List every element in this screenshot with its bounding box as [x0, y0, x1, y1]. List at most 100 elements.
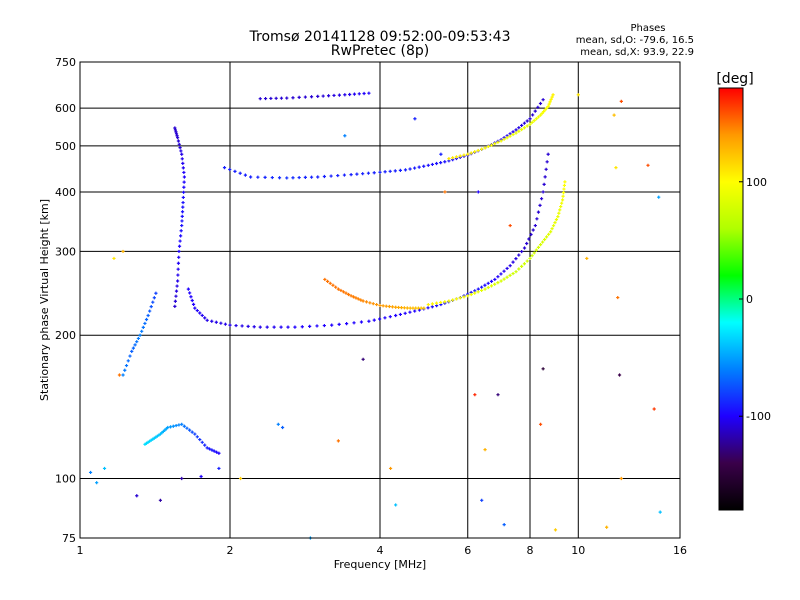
trace-point	[540, 111, 544, 115]
y-tick-label: 200	[55, 329, 76, 342]
y-tick-label: 100	[55, 473, 76, 486]
y-axis-ticks: 75 100 200 300 400 500 600 750	[55, 56, 76, 545]
trace-point	[174, 289, 179, 293]
trace-point	[517, 126, 521, 130]
trace-point	[210, 319, 214, 323]
trace-point	[371, 302, 375, 306]
trace-point	[180, 223, 184, 228]
trace-point	[217, 451, 221, 455]
trace-point	[152, 296, 156, 300]
scatter-point	[135, 494, 139, 498]
trace-point	[272, 325, 276, 329]
trace-point	[316, 94, 320, 99]
trace-point	[561, 194, 565, 198]
trace-point	[240, 324, 244, 328]
trace-point	[336, 173, 340, 178]
trace-point	[505, 266, 509, 271]
scatter-point	[646, 163, 650, 167]
colorbar-ticks: 100 0 -100	[739, 176, 771, 423]
trace-point	[186, 287, 190, 291]
trace-point	[177, 249, 181, 254]
trace-point	[177, 142, 181, 146]
scatter-point	[617, 373, 622, 377]
trace-point	[181, 190, 186, 194]
trace-point	[133, 343, 137, 347]
trace-point	[390, 305, 395, 309]
trace-point	[328, 281, 332, 285]
trace-point	[525, 119, 529, 123]
trace-point	[533, 109, 537, 113]
trace-point	[547, 232, 551, 236]
trace-point	[331, 283, 335, 287]
scatter-point	[238, 476, 243, 481]
trace-point	[480, 147, 484, 151]
trace-point	[263, 175, 267, 179]
trace-point	[528, 117, 532, 121]
trace-point	[149, 305, 153, 309]
trace-point	[408, 310, 412, 314]
trace-point	[334, 285, 338, 289]
trace-point	[341, 290, 346, 294]
trace-point	[489, 279, 494, 283]
trace-point	[329, 174, 333, 178]
scatter-point	[388, 466, 393, 471]
y-axis-label: Stationary phase Virtual Height [km]	[38, 199, 51, 401]
trace-point	[228, 323, 232, 327]
trace-point	[434, 301, 439, 305]
trace-point	[349, 294, 353, 298]
trace-point	[398, 168, 402, 172]
trace-point	[530, 120, 534, 125]
trace-point	[193, 306, 197, 310]
trace-point	[480, 285, 484, 289]
trace-point	[462, 295, 466, 299]
trace-point	[422, 164, 426, 168]
trace-point	[176, 279, 180, 283]
trace-point	[480, 288, 484, 293]
trace-point	[151, 300, 155, 304]
trace-point	[177, 244, 182, 248]
colorbar-tick-label: -100	[746, 410, 771, 423]
trace-point	[189, 295, 193, 299]
trace-point	[502, 277, 506, 281]
x-tick-label: 8	[527, 544, 534, 557]
trace-point	[223, 322, 228, 326]
trace-point	[212, 449, 216, 453]
trace-point	[508, 134, 512, 138]
trace-point	[557, 211, 561, 215]
trace-point	[505, 136, 509, 140]
trace-point	[426, 163, 430, 167]
trace-point	[394, 313, 398, 318]
colorbar-tick-label: 100	[746, 176, 767, 189]
trace-point	[348, 92, 352, 97]
scatter-point	[483, 448, 487, 452]
trace-point	[131, 346, 135, 350]
trace-point	[535, 217, 539, 221]
trace-point	[517, 267, 521, 271]
trace-point	[426, 306, 430, 310]
trace-point	[368, 301, 372, 305]
trace-point	[214, 450, 219, 454]
trace-point	[367, 319, 371, 323]
trace-point	[274, 96, 278, 100]
trace-point	[476, 287, 480, 291]
phases-x-stats: mean, sd,X: 93.9, 22.9	[580, 47, 694, 58]
trace-point	[549, 230, 553, 234]
scatter-point	[585, 256, 589, 261]
trace-point	[527, 237, 531, 241]
scatter-point	[88, 470, 93, 475]
trace-point	[361, 299, 365, 303]
trace-point	[544, 235, 549, 239]
trace-point	[419, 306, 423, 310]
trace-point	[508, 264, 512, 268]
trace-point	[293, 325, 297, 329]
trace-point	[486, 285, 490, 290]
trace-point	[511, 271, 515, 276]
y-tick-label: 600	[55, 102, 76, 115]
trace-point	[533, 223, 537, 228]
trace-point	[181, 161, 185, 165]
trace-point	[291, 96, 295, 100]
trace-point	[205, 446, 209, 450]
trace-point	[443, 160, 447, 164]
trace-point	[514, 270, 518, 274]
trace-point	[520, 264, 524, 268]
